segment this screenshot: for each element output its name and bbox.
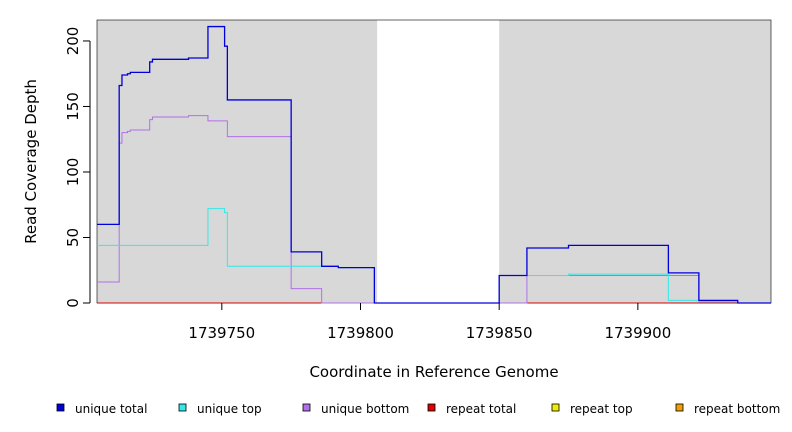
y-tick-label: 200 bbox=[64, 27, 82, 56]
legend-item-repeat-total: repeat total bbox=[427, 402, 516, 416]
shaded-regions bbox=[97, 20, 771, 303]
legend-label: unique top bbox=[197, 402, 262, 416]
series-lines bbox=[97, 25, 771, 304]
y-tick-label: 0 bbox=[64, 298, 82, 308]
legend: unique total unique top unique bottom repea… bbox=[56, 402, 780, 416]
x-tick-label: 1739900 bbox=[604, 324, 671, 342]
series-line-unique-bottom bbox=[97, 115, 771, 304]
legend-item-unique-top: unique top bbox=[178, 402, 262, 416]
legend-item-unique-total: unique total bbox=[56, 402, 147, 416]
y-tick-label: 100 bbox=[64, 158, 82, 187]
legend-label: unique total bbox=[75, 402, 147, 416]
x-tick-label: 1739750 bbox=[188, 324, 255, 342]
x-tick-label: 1739850 bbox=[466, 324, 533, 342]
legend-item-repeat-bottom: repeat bottom bbox=[675, 402, 780, 416]
shaded-region-0 bbox=[97, 20, 378, 303]
series-line-unique-total bbox=[97, 25, 771, 304]
legend-label: repeat total bbox=[446, 402, 516, 416]
legend-label: repeat bottom bbox=[694, 402, 780, 416]
legend-item-repeat-top: repeat top bbox=[551, 402, 633, 416]
x-tick-label: 1739800 bbox=[327, 324, 394, 342]
legend-swatch bbox=[178, 403, 187, 412]
shaded-region-1 bbox=[499, 20, 771, 303]
legend-label: unique bottom bbox=[321, 402, 409, 416]
y-axis-title: Read Coverage Depth bbox=[22, 79, 40, 244]
x-axis-title: Coordinate in Reference Genome bbox=[309, 363, 558, 381]
y-tick-label: 50 bbox=[64, 228, 82, 247]
legend-swatch bbox=[427, 403, 436, 412]
legend-swatch bbox=[551, 403, 560, 412]
y-tick-label: 150 bbox=[64, 92, 82, 121]
axes: 1739750 1739800 1739850 1739900 0 50 100 150 200 bbox=[64, 27, 671, 342]
legend-label: repeat top bbox=[570, 402, 633, 416]
legend-item-unique-bottom: unique bottom bbox=[302, 402, 409, 416]
legend-swatch bbox=[675, 403, 684, 412]
legend-swatch bbox=[56, 403, 65, 412]
legend-swatch bbox=[302, 403, 311, 412]
